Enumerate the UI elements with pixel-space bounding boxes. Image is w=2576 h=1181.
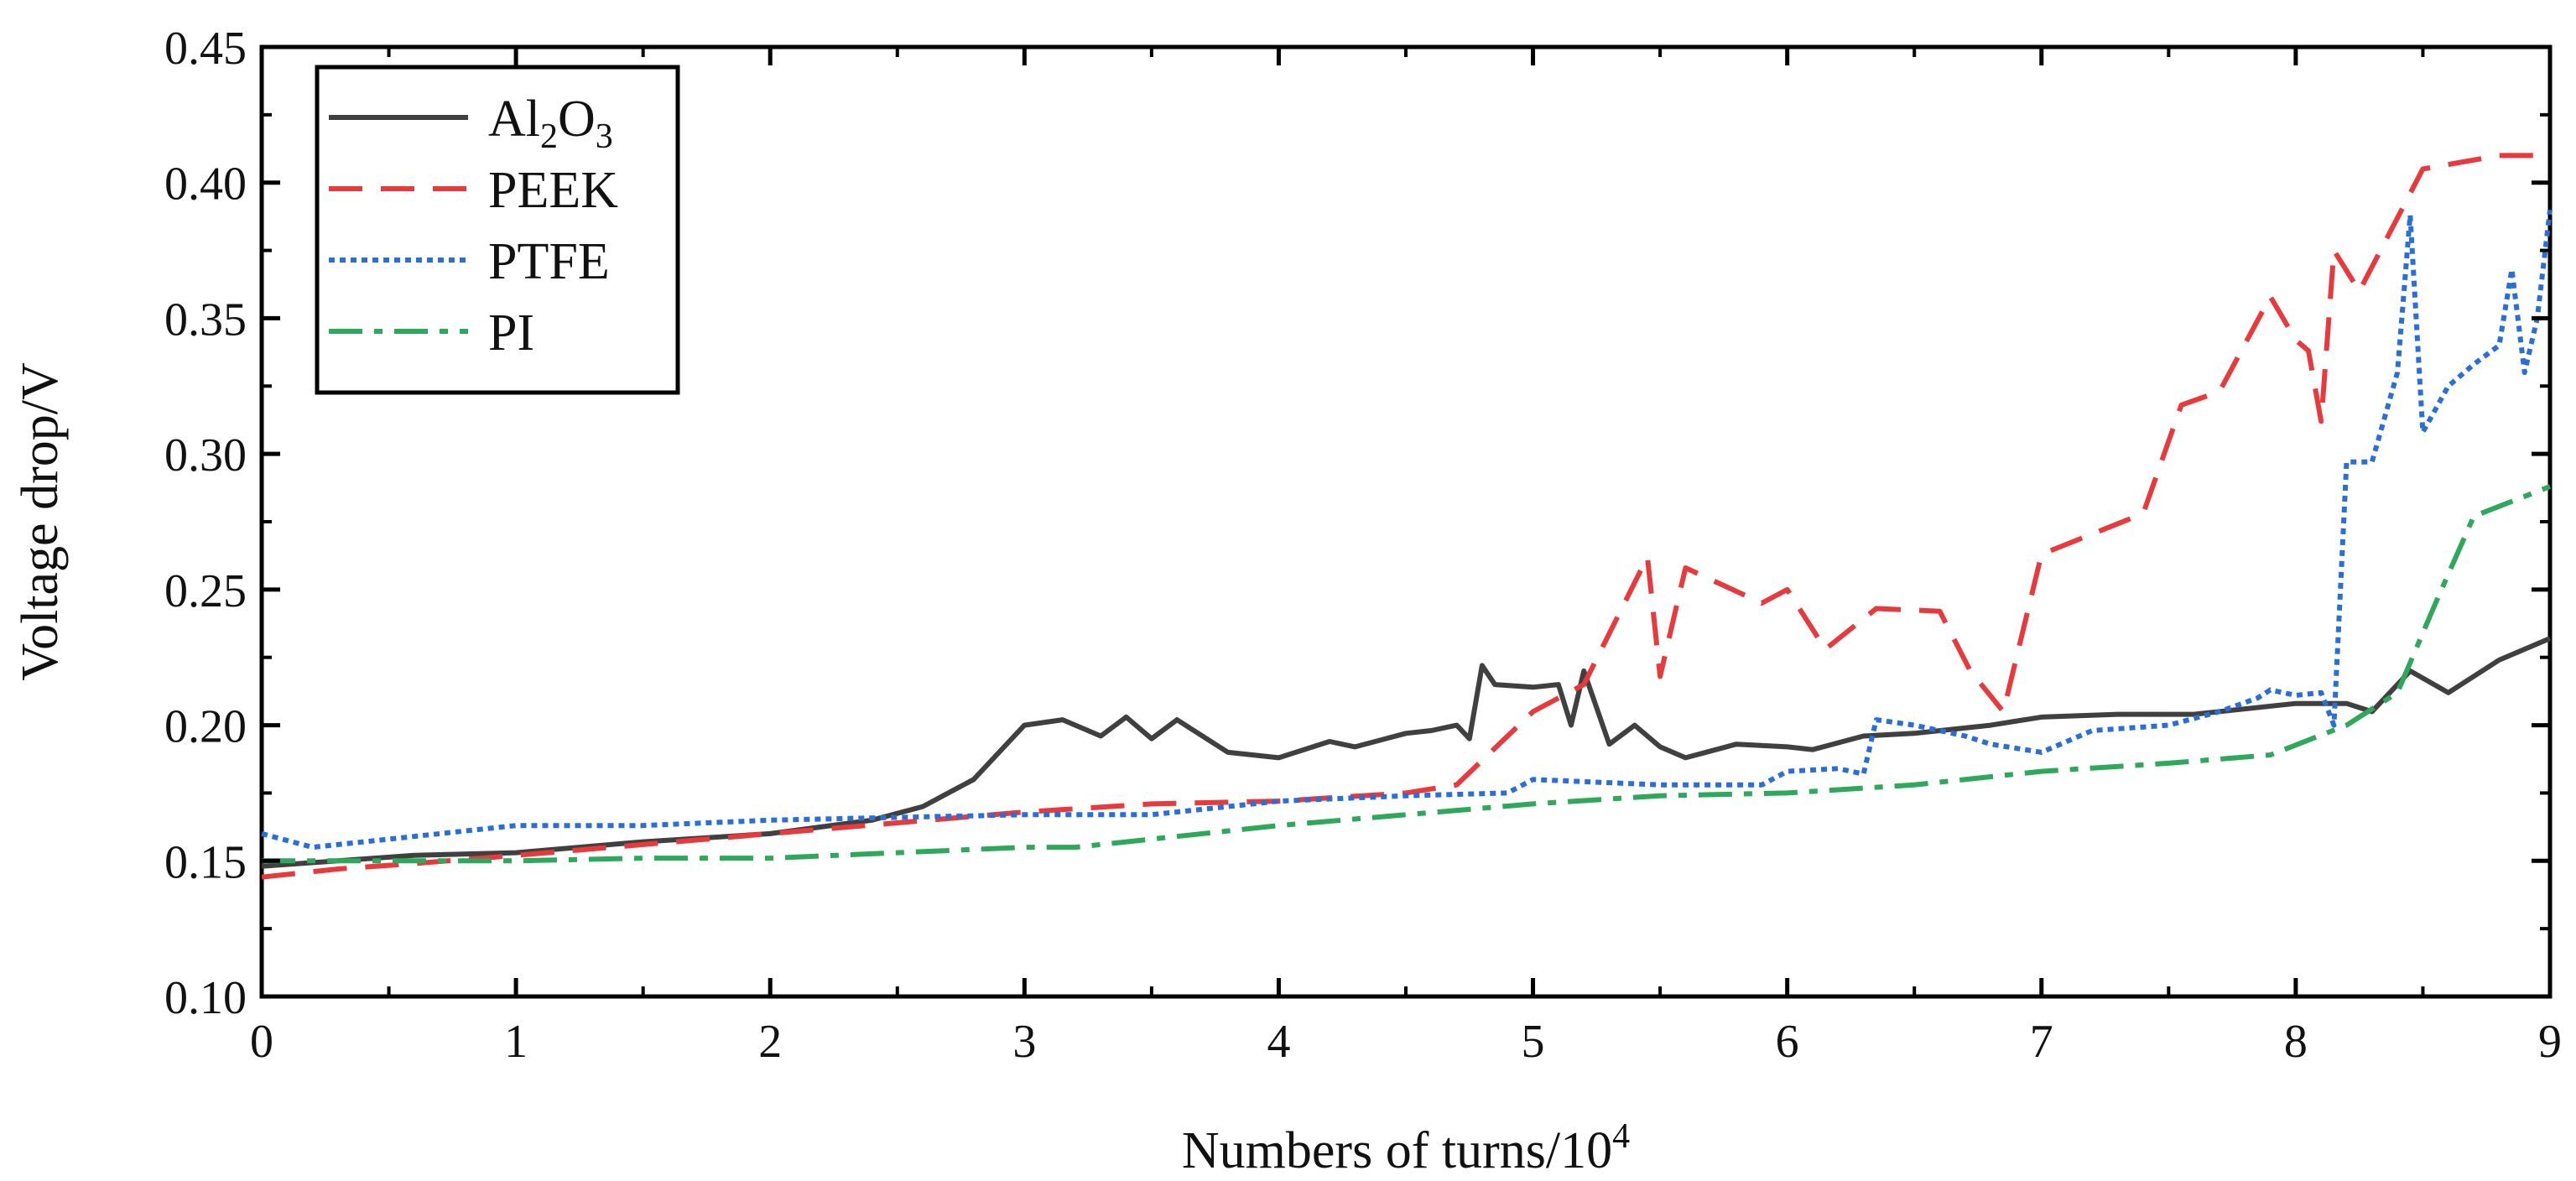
y-tick-label: 0.25 [164,565,247,617]
x-tick-label: 6 [1776,1016,1799,1068]
x-tick-label: 3 [1012,1016,1036,1068]
legend-label-1: PEEK [488,162,618,219]
y-tick-label: 0.30 [164,429,247,481]
y-axis-title: Voltage drop/V [12,362,69,681]
series-line-solid-0 [261,636,2552,869]
legend-label-2: PTFE [488,233,610,290]
legend: Al2O3 PEEK PTFE PI [315,65,680,395]
series-line-dotted-2 [261,209,2553,851]
legend-box [315,65,680,395]
x-tick-label: 0 [250,1016,273,1068]
legend-label-0: Al2O3 [488,91,613,156]
x-tick-label: 7 [2030,1016,2053,1068]
series-line-dashdot-3 [262,484,2552,864]
y-tick-label: 0.15 [164,836,247,888]
y-tick-label: 0.20 [164,701,247,753]
axes: 0 1 2 3 4 5 6 7 8 9 0.10 0.15 0.20 0.25 0.30 0.35 0.40 0.… [164,23,2562,1068]
x-tick-label: 1 [504,1016,528,1068]
x-tick-label: 4 [1267,1016,1290,1068]
series-layer [261,153,2553,880]
x-tick-label: 9 [2538,1016,2562,1068]
y-tick-label: 0.10 [164,972,247,1024]
y-tick-label: 0.40 [164,159,247,211]
x-axis-title-superscript: 4 [1612,1117,1630,1156]
y-tick-label: 0.35 [164,294,247,346]
x-tick-label: 2 [758,1016,782,1068]
y-tick-label: 0.45 [164,23,247,75]
x-tick-label: 5 [1522,1016,1545,1068]
x-tick-label: 8 [2284,1016,2308,1068]
legend-label-3: PI [488,304,534,362]
series-line-dashed-1 [261,153,2550,880]
x-axis-title-text: Numbers of turns/10 [1182,1122,1612,1179]
x-axis-title: Numbers of turns/104 [1182,1117,1630,1179]
